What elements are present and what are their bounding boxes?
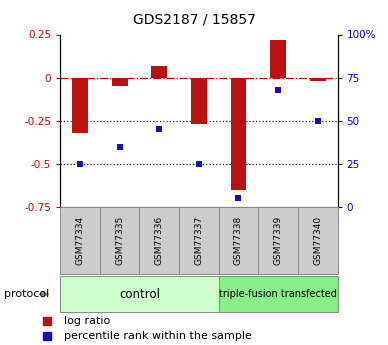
Text: GSM77337: GSM77337 (194, 216, 203, 265)
Text: protocol: protocol (4, 289, 49, 299)
Text: log ratio: log ratio (64, 316, 111, 326)
Text: GDS2187 / 15857: GDS2187 / 15857 (133, 12, 255, 26)
Bar (179, 207, 219, 274)
Text: GSM77340: GSM77340 (313, 216, 322, 265)
Text: GSM77339: GSM77339 (274, 216, 282, 265)
Bar (230, 78, 246, 190)
Text: percentile rank within the sample: percentile rank within the sample (64, 331, 252, 341)
Bar (100, 207, 139, 274)
Text: GSM77336: GSM77336 (155, 216, 164, 265)
Text: GSM77338: GSM77338 (234, 216, 243, 265)
Bar (72, 78, 88, 133)
Bar (298, 207, 338, 274)
Bar (60, 276, 219, 312)
Text: control: control (119, 288, 160, 300)
Bar (191, 78, 207, 124)
Bar (112, 78, 128, 86)
Bar (219, 276, 338, 312)
Text: triple-fusion transfected: triple-fusion transfected (219, 289, 337, 299)
Text: GSM77335: GSM77335 (115, 216, 124, 265)
Text: GSM77334: GSM77334 (75, 216, 85, 265)
Bar (310, 78, 326, 81)
Bar (151, 66, 167, 78)
Bar (60, 207, 100, 274)
Bar (270, 40, 286, 78)
Bar (258, 207, 298, 274)
Bar (219, 207, 258, 274)
Bar (139, 207, 179, 274)
